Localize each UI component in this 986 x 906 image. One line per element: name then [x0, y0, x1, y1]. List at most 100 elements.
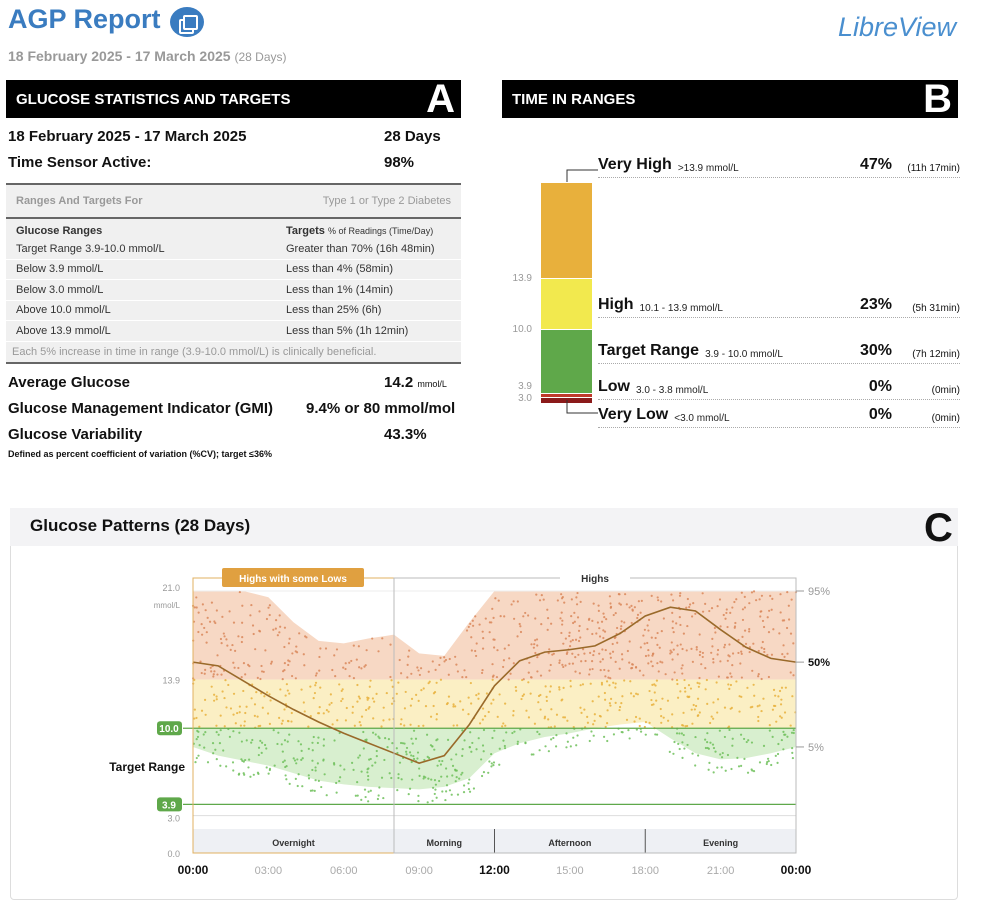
- reading-dot: [670, 641, 673, 644]
- reading-dot: [278, 716, 281, 719]
- reading-dot: [743, 629, 747, 632]
- reading-dot: [439, 763, 443, 766]
- reading-dot: [644, 733, 647, 736]
- reading-dot: [210, 601, 214, 604]
- tir-stacked-bar: [541, 183, 592, 405]
- reading-dot: [325, 708, 328, 712]
- reading-dot: [446, 775, 449, 778]
- reading-dot: [698, 633, 701, 636]
- reading-dot: [461, 675, 464, 679]
- reading-dot: [574, 638, 578, 641]
- stats-heading: GLUCOSE STATISTICS AND TARGETS: [16, 91, 291, 108]
- reading-dot: [200, 623, 203, 626]
- reading-dot: [405, 753, 408, 756]
- reading-dot: [410, 697, 414, 700]
- reading-dot: [371, 697, 374, 700]
- diabetes-type: Type 1 or Type 2 Diabetes: [322, 195, 451, 207]
- reading-dot: [781, 619, 784, 622]
- reading-dot: [740, 764, 743, 767]
- x-tick-label: 18:00: [631, 865, 659, 877]
- reading-dot: [512, 709, 515, 713]
- reading-dot: [311, 749, 314, 752]
- reading-dot: [454, 780, 457, 783]
- reading-dot: [746, 686, 749, 689]
- reading-dot: [296, 758, 299, 761]
- reading-dot: [274, 619, 278, 622]
- reading-dot: [621, 658, 624, 661]
- reading-dot: [651, 683, 654, 687]
- reading-dot: [772, 704, 776, 707]
- reading-dot: [792, 674, 795, 677]
- reading-dot: [242, 772, 245, 775]
- reading-dot: [731, 664, 734, 667]
- reading-dot: [780, 716, 783, 719]
- reading-dot: [266, 712, 270, 715]
- reading-dot: [232, 769, 235, 772]
- reading-dot: [283, 708, 286, 711]
- reading-dot: [391, 685, 394, 688]
- reading-dot: [215, 695, 218, 698]
- percentile-label: 5%: [808, 742, 824, 754]
- reading-dot: [600, 681, 604, 684]
- reading-dot: [348, 675, 351, 678]
- reading-dot: [682, 711, 685, 714]
- reading-dot: [459, 700, 462, 703]
- reading-dot: [597, 604, 600, 607]
- tir-row-very-low: Very Low <3.0 mmol/L 0% (0min): [598, 402, 960, 428]
- reading-dot: [559, 617, 562, 620]
- reading-dot: [568, 634, 571, 638]
- reading-dot: [478, 623, 481, 626]
- reading-dot: [659, 660, 662, 663]
- reading-dot: [397, 773, 400, 776]
- reading-dot: [730, 675, 733, 678]
- reading-dot: [758, 761, 762, 764]
- reading-dot: [743, 606, 747, 609]
- reading-dot: [204, 609, 207, 612]
- reading-dot: [288, 733, 291, 736]
- reading-dot: [560, 597, 564, 600]
- reading-dot: [787, 604, 790, 607]
- reading-dot: [712, 746, 716, 750]
- reading-dot: [612, 613, 615, 617]
- reading-dot: [372, 717, 375, 720]
- reading-dot: [686, 624, 689, 628]
- reading-dot: [471, 619, 474, 622]
- reading-dot: [706, 702, 709, 706]
- reading-dot: [202, 733, 205, 736]
- table-row: Below 3.0 mmol/L Less than 1% (14min): [6, 280, 461, 301]
- reading-dot: [238, 711, 241, 714]
- reading-dot: [563, 716, 567, 719]
- reading-dot: [734, 621, 737, 625]
- reading-dot: [409, 704, 412, 707]
- reading-dot: [262, 670, 265, 673]
- reading-dot: [493, 646, 496, 649]
- reading-dot: [631, 608, 634, 611]
- reading-dot: [778, 632, 781, 635]
- reading-dot: [564, 664, 567, 667]
- reading-dot: [454, 705, 457, 708]
- reading-dot: [264, 649, 267, 652]
- reading-dot: [625, 718, 629, 721]
- reading-dot: [652, 703, 655, 706]
- reading-dot: [471, 624, 475, 627]
- reading-dot: [360, 715, 364, 718]
- reading-dot: [204, 713, 207, 716]
- reading-dot: [304, 635, 307, 638]
- reading-dot: [268, 613, 271, 617]
- reading-dot: [540, 594, 543, 597]
- reading-dot: [620, 625, 623, 628]
- reading-dot: [777, 742, 780, 746]
- reading-dot: [522, 693, 526, 696]
- period-value: 28 Days: [384, 128, 441, 145]
- reading-dot: [193, 606, 196, 609]
- reading-dot: [530, 643, 533, 646]
- reading-dot: [716, 648, 720, 652]
- tir-label: High: [598, 296, 634, 313]
- copy-icon[interactable]: [170, 7, 204, 37]
- reading-dot: [458, 777, 461, 780]
- reading-dot: [560, 699, 563, 702]
- reading-dot: [566, 719, 569, 722]
- reading-dot: [269, 699, 272, 702]
- reading-dot: [671, 713, 674, 716]
- gv-label: Glucose Variability: [8, 426, 143, 443]
